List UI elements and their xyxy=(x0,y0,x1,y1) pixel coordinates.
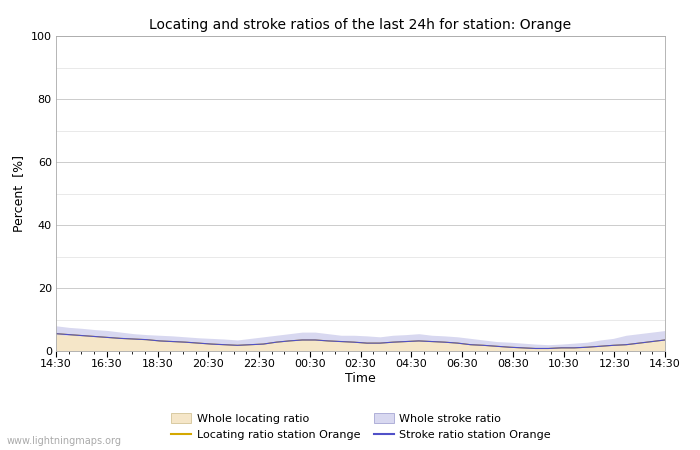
Legend: Whole locating ratio, Locating ratio station Orange, Whole stroke ratio, Stroke : Whole locating ratio, Locating ratio sta… xyxy=(172,413,551,441)
X-axis label: Time: Time xyxy=(345,372,376,385)
Title: Locating and stroke ratios of the last 24h for station: Orange: Locating and stroke ratios of the last 2… xyxy=(149,18,572,32)
Y-axis label: Percent  [%]: Percent [%] xyxy=(13,155,25,232)
Text: www.lightningmaps.org: www.lightningmaps.org xyxy=(7,436,122,446)
